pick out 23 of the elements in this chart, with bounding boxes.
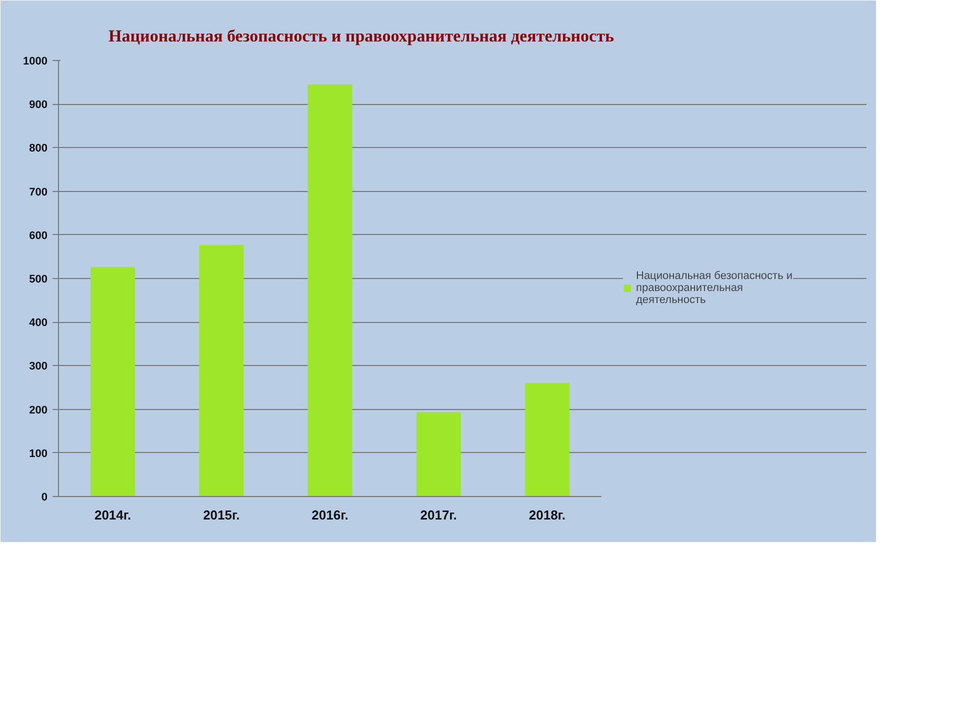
x-tick-label: 2014г. — [94, 508, 132, 522]
bar — [524, 383, 570, 496]
legend-label: Национальная безопасность и правоохранительная деятельность — [636, 270, 792, 306]
x-tick-label: 2015г. — [203, 508, 240, 522]
bar — [199, 244, 244, 496]
y-tick-label: 800 — [29, 142, 48, 155]
y-tick-label: 1000 — [23, 56, 48, 68]
y-tick-label: 700 — [29, 186, 48, 198]
x-tick-label: 2017г. — [420, 508, 457, 522]
x-tick-label: 2016г. — [312, 508, 348, 522]
chart-title: Национальная безопасность и правоохранительная деятельность — [108, 26, 614, 46]
y-tick-label: 600 — [29, 230, 48, 242]
x-tick-label: 2018г. — [528, 508, 566, 522]
y-tick-label: 200 — [29, 404, 48, 416]
y-tick-label: 100 — [29, 448, 48, 460]
y-tick-label: 900 — [29, 99, 48, 112]
y-tick-label: 300 — [29, 360, 48, 373]
bar — [308, 84, 352, 496]
bar — [90, 267, 136, 496]
y-tick-label: 500 — [29, 274, 48, 286]
y-tick-label: 0 — [41, 492, 48, 504]
bar — [416, 412, 461, 496]
y-tick-label: 400 — [29, 317, 48, 330]
